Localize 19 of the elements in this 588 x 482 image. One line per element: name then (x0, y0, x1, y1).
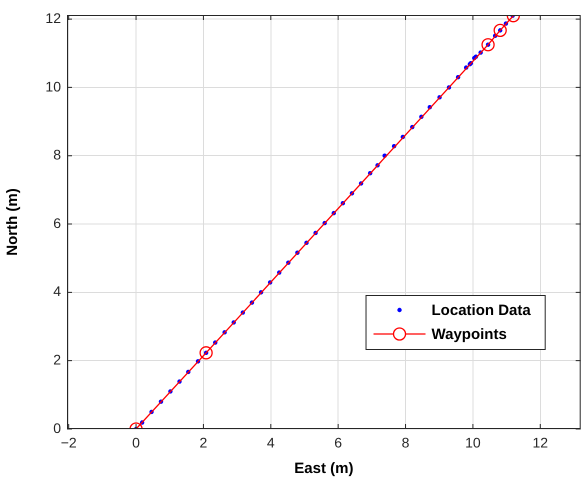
x-tick-label: 4 (266, 434, 275, 450)
legend-label: Location Data (432, 302, 532, 320)
x-tick-label: 8 (402, 434, 410, 450)
y-tick-label: 8 (53, 146, 62, 163)
y-tick-label: 12 (45, 10, 62, 26)
y-tick-label: 4 (53, 283, 62, 300)
x-tick-label: −2 (60, 434, 77, 450)
x-tick-label: 6 (334, 434, 342, 450)
y-tick-label: 6 (53, 214, 62, 231)
y-tick-label: 0 (53, 420, 62, 436)
x-axis-title: East (m) (294, 460, 354, 478)
y-tick-label: 10 (45, 78, 62, 94)
x-tick-label: 2 (200, 434, 208, 450)
x-tick-label: 12 (532, 434, 548, 450)
y-tick-label: 2 (53, 352, 62, 368)
y-axis-title: North (m) (4, 188, 22, 256)
x-tick-label: 10 (465, 434, 481, 450)
legend-label: Waypoints (432, 326, 507, 344)
x-tick-label: 0 (132, 434, 140, 450)
